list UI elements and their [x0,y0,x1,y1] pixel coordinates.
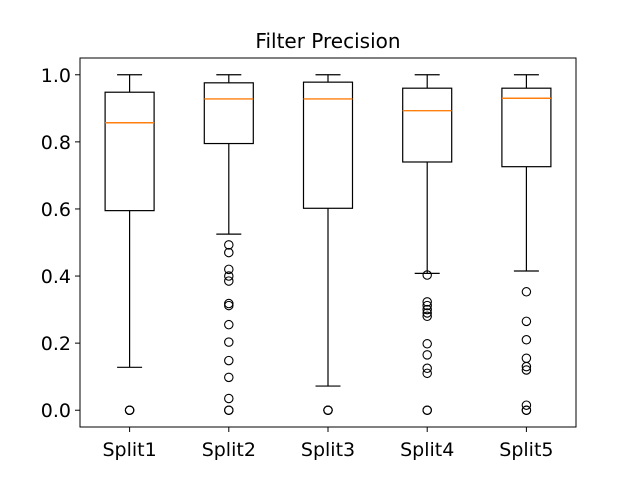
outlier-point [224,298,234,309]
outlier-point [422,270,432,280]
outlier-point [521,365,532,375]
outlier-point [422,405,432,415]
outlier-point [224,319,234,330]
outlier-point [521,353,532,363]
outlier-point [323,405,333,415]
outlier-point [124,405,135,415]
outlier-point [422,308,432,318]
outlier-point [422,297,432,307]
outlier-point [224,372,234,383]
outlier-point [422,350,432,360]
outlier-point [422,363,432,374]
outlier-point [521,405,532,415]
x-tick-label: Split1 [102,439,156,461]
outlier-point [521,335,532,345]
outlier-point [521,361,532,372]
outlier-point [422,311,432,322]
y-tick-label: 0.2 [41,333,71,355]
outlier-point [521,316,532,327]
outlier-point [224,271,234,281]
x-tick-label: Split2 [202,439,256,461]
outlier-point [224,276,234,286]
plot-layer: 0.0 0.2 0.4 0.6 0.8 1.0 Split1 Split2 Split3 Spli… [41,65,554,461]
outlier-point [422,300,432,311]
x-tick-label: Split5 [499,439,553,461]
box-iqr [203,82,254,145]
y-tick-label: 0.6 [41,199,71,221]
y-tick-label: 0.8 [41,132,71,154]
outlier-point [422,304,432,315]
outlier-point [224,355,234,366]
box-iqr [402,87,453,163]
y-tick-label: 1.0 [41,65,71,87]
plot-frame [79,57,577,428]
outlier-point [422,339,432,349]
box-iqr [501,87,552,168]
x-tick-label: Split3 [301,439,355,461]
outlier-point [224,247,234,258]
outlier-point [224,264,234,275]
outlier-point [422,368,432,379]
outlier-point [521,400,532,410]
box-iqr [302,81,354,209]
outlier-point [224,337,234,347]
outlier-point [224,405,234,415]
x-tick-label: Split4 [400,439,454,461]
chart-title: Filter Precision [255,29,400,53]
y-tick-label: 0.0 [41,400,71,422]
outlier-point [521,287,532,297]
outlier-point [224,300,234,311]
outlier-point [224,393,234,404]
box-iqr [104,91,155,212]
y-tick-label: 0.4 [41,266,71,288]
outlier-point [224,240,234,250]
